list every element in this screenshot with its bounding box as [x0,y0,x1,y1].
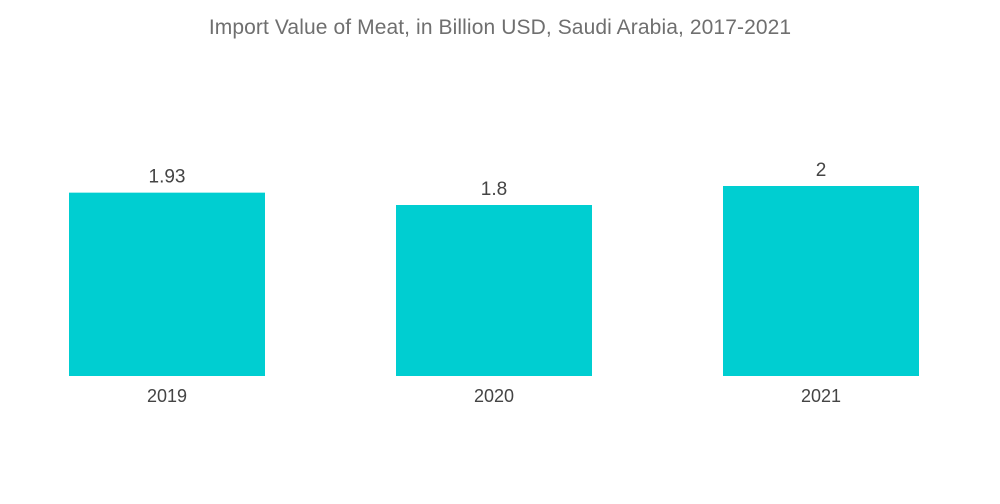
data-label-2019: 1.93 [149,167,186,188]
x-tick-label-2020: 2020 [474,386,514,406]
chart-title: Import Value of Meat, in Billion USD, Sa… [208,16,792,39]
data-label-2021: 2 [816,160,827,181]
value-labels-group: 1.93 1.8 2 [149,160,827,200]
x-tick-label-2021: 2021 [801,386,841,406]
data-label-2020: 1.8 [481,179,507,200]
bar-2020 [396,205,592,376]
bars-group [69,186,919,376]
bar-2021 [723,186,919,376]
x-tick-labels-group: 2019 2020 2021 [147,386,841,406]
bar-2019 [69,192,265,376]
x-tick-label-2019: 2019 [147,386,187,406]
